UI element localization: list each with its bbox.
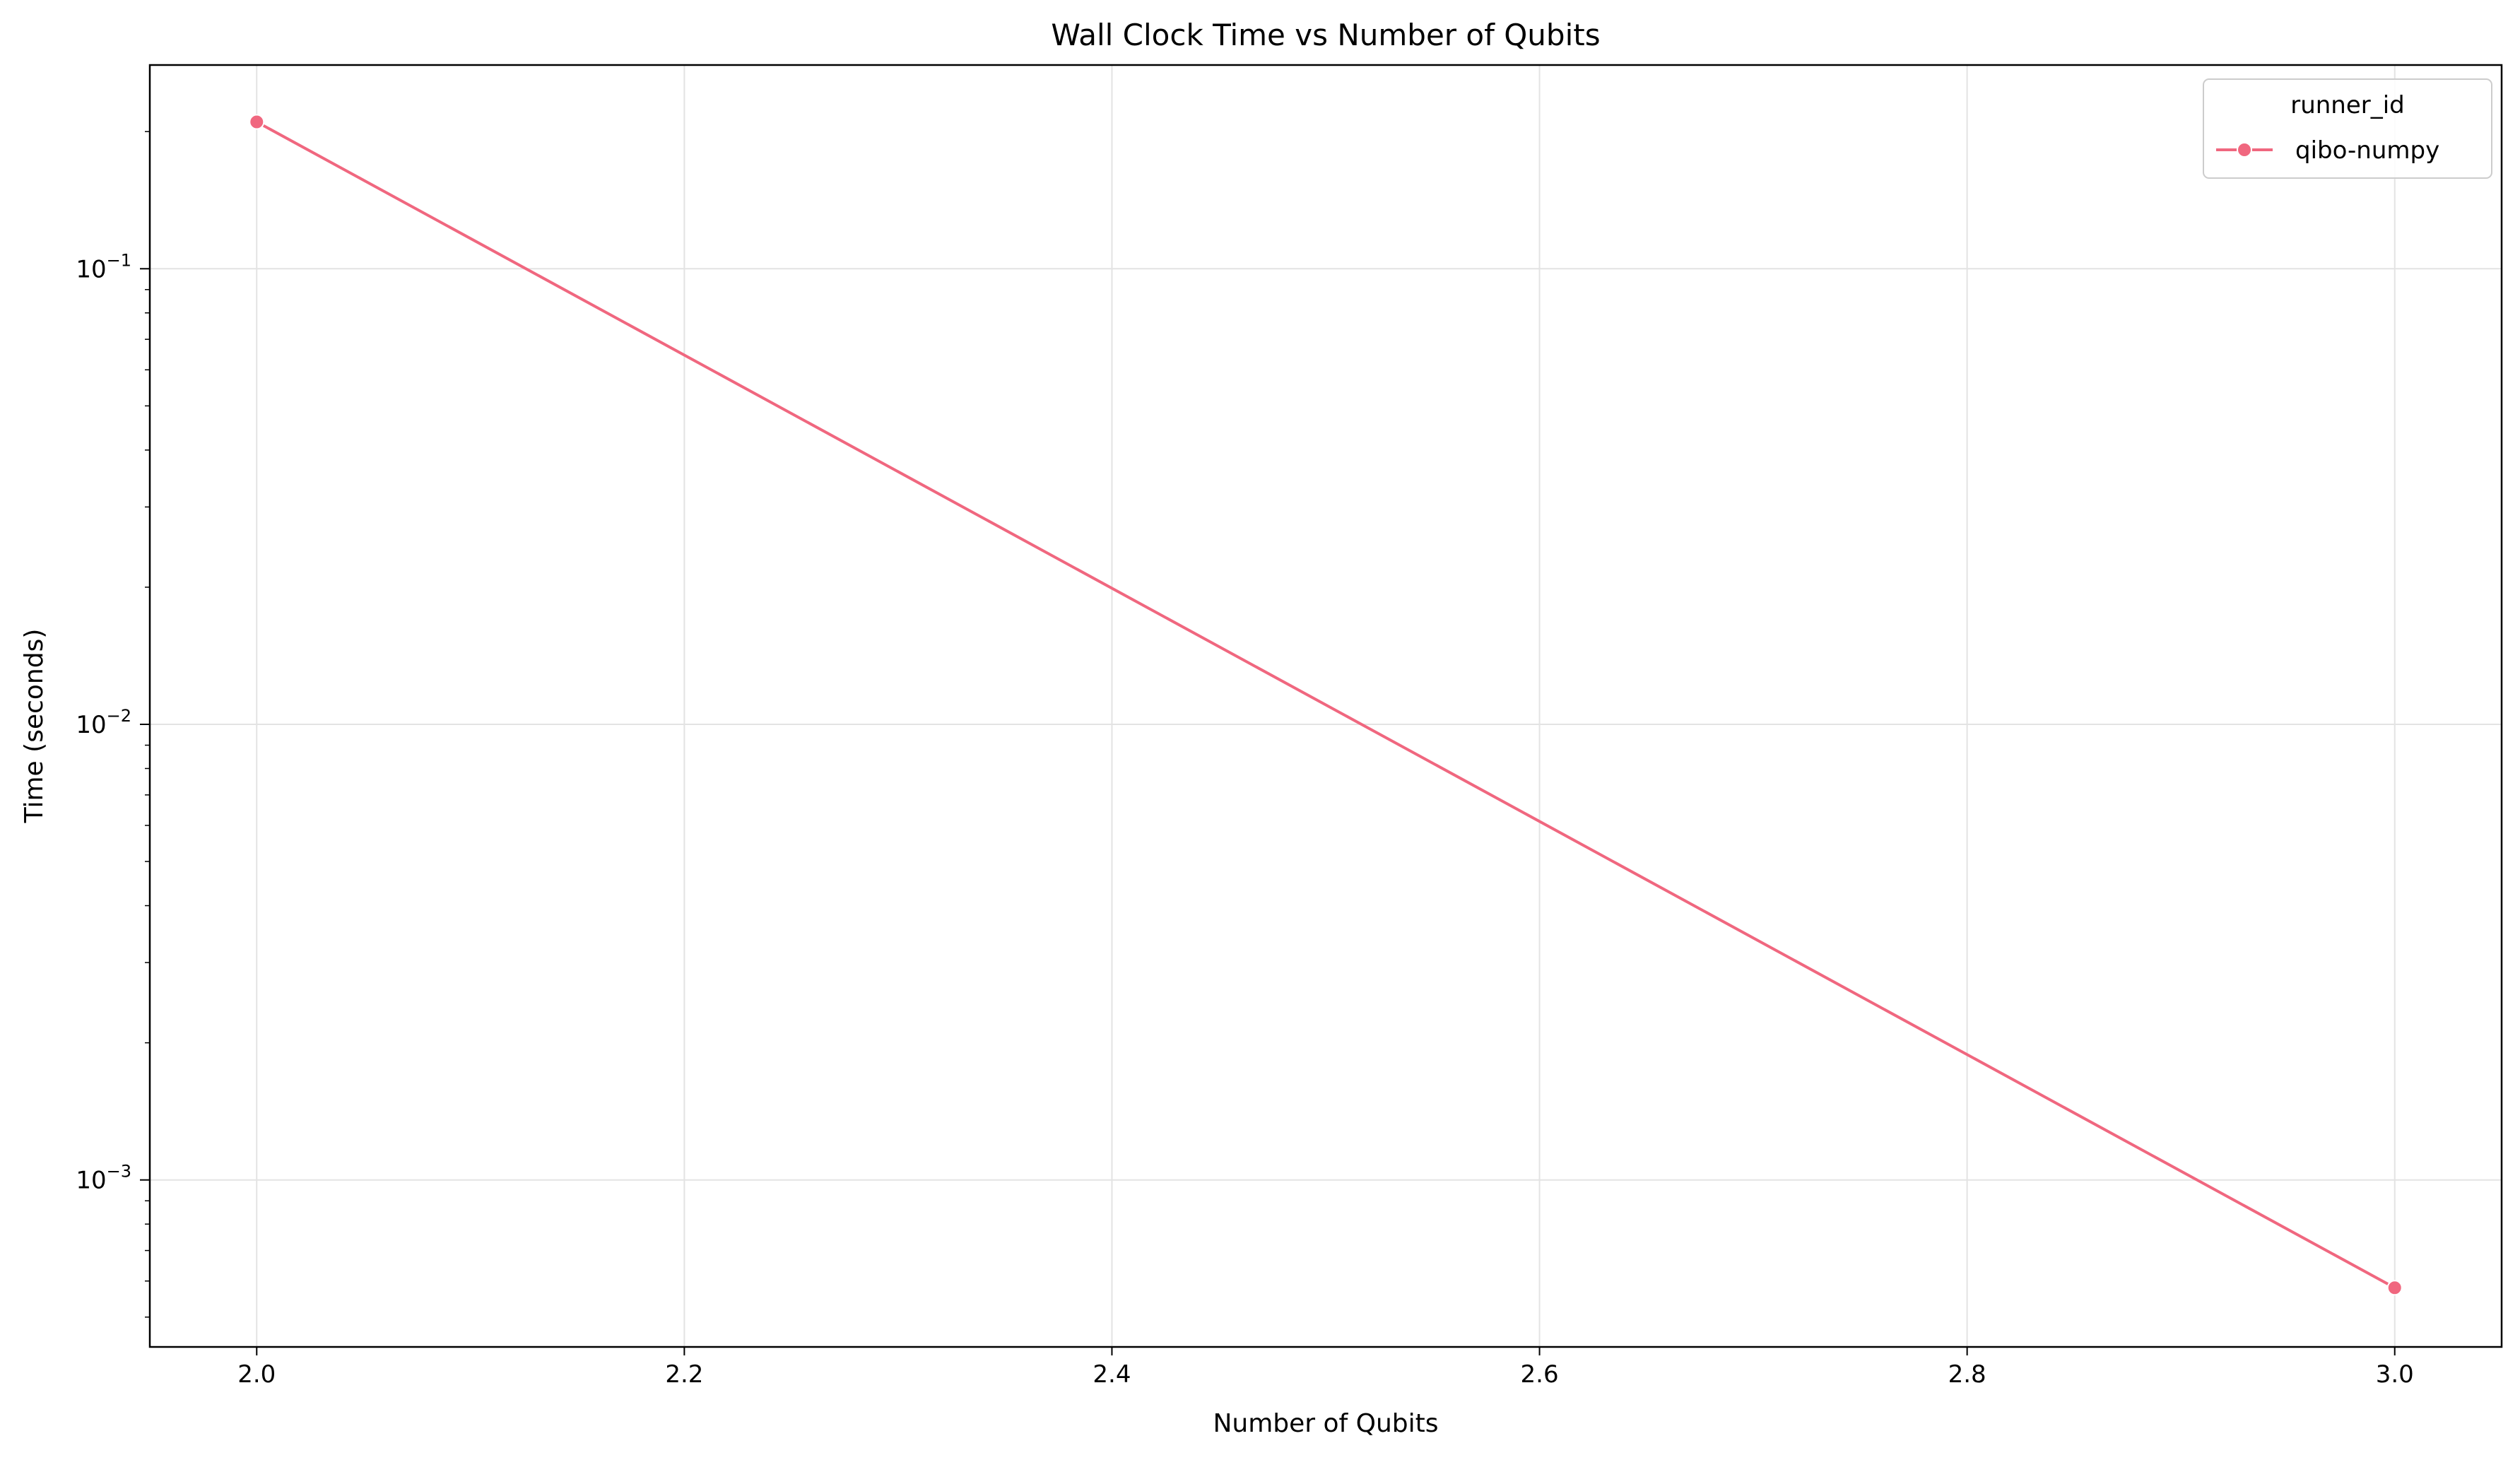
x-tick-label: 2.2 xyxy=(665,1360,703,1389)
legend: runner_id qibo-numpy xyxy=(2203,78,2492,179)
x-tick-label: 3.0 xyxy=(2376,1360,2414,1389)
data-point xyxy=(249,114,265,130)
legend-box xyxy=(2203,78,2492,179)
x-tick-label: 2.0 xyxy=(237,1360,276,1389)
y-tick-label: 10−1 xyxy=(76,250,131,283)
y-tick-label: 10−2 xyxy=(76,706,131,739)
y-tick-label: 10−3 xyxy=(76,1162,131,1195)
series-layer xyxy=(249,114,2403,1296)
grid xyxy=(150,65,2502,1347)
y-axis-label: Time (seconds) xyxy=(20,629,49,824)
chart-title: Wall Clock Time vs Number of Qubits xyxy=(1051,18,1600,52)
data-point xyxy=(2386,1280,2403,1296)
legend-title: runner_id xyxy=(2290,91,2405,119)
x-axis-label: Number of Qubits xyxy=(1213,1409,1438,1438)
series-line xyxy=(255,120,2396,1290)
axes-frame xyxy=(148,64,2503,1348)
x-tick-label: 2.4 xyxy=(1093,1360,1131,1389)
x-tick-label: 2.6 xyxy=(1521,1360,1559,1389)
ticks: 2.0 2.2 2.4 2.6 2.8 3.0 10−1 10−2 10−3 xyxy=(76,131,2414,1389)
x-tick-label: 2.8 xyxy=(1948,1360,1986,1389)
legend-marker-sample xyxy=(2237,142,2252,158)
legend-entry-label: qibo-numpy xyxy=(2295,136,2439,165)
